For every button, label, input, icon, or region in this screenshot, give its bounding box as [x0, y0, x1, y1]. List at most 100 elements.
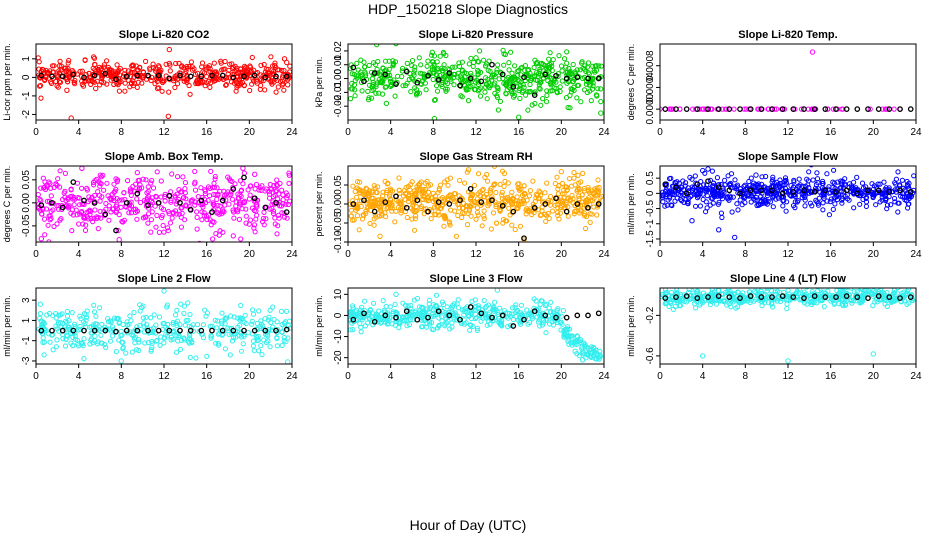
scatter-point — [831, 167, 837, 173]
scatter-point — [176, 333, 182, 339]
scatter-point — [843, 301, 849, 307]
scatter-point — [215, 202, 221, 208]
scatter-point — [540, 96, 546, 102]
y-tick-label: 0 — [645, 190, 656, 196]
scatter-point — [510, 197, 516, 203]
scatter-point — [370, 300, 377, 306]
scatter-point — [539, 322, 546, 328]
scatter-point — [550, 208, 556, 214]
scatter-point — [45, 222, 51, 228]
scatter-point — [258, 343, 264, 349]
scatter-point — [787, 188, 793, 194]
scatter-point — [828, 196, 835, 202]
scatter-point — [436, 212, 442, 218]
x-tick-label: 8 — [743, 249, 749, 260]
scatter-point — [165, 228, 171, 234]
mean-point — [737, 106, 743, 112]
scatter-point — [517, 95, 523, 102]
x-tick-label: 24 — [286, 249, 298, 260]
scatter-point — [222, 321, 228, 327]
outlier-point — [92, 61, 98, 68]
scatter-point — [461, 210, 467, 216]
mean-point — [177, 199, 183, 206]
scatter-point — [501, 62, 507, 68]
scatter-point — [101, 62, 108, 68]
scatter-point — [543, 301, 549, 307]
x-tick-label: 24 — [910, 127, 922, 138]
scatter-point — [708, 106, 714, 112]
scatter-point — [531, 296, 537, 302]
scatter-point — [87, 197, 93, 203]
mean-point — [694, 106, 701, 112]
scatter-point — [559, 78, 565, 84]
scatter-point — [688, 193, 694, 199]
mean-point — [585, 204, 591, 211]
scatter-point — [280, 192, 286, 198]
scatter-point — [100, 172, 106, 178]
scatter-point — [523, 92, 529, 98]
mean-point — [875, 187, 882, 194]
mean-point — [875, 293, 882, 299]
scatter-point — [263, 216, 269, 222]
scatter-point — [69, 310, 75, 316]
scatter-point — [407, 187, 413, 193]
scatter-point — [537, 323, 543, 329]
scatter-point — [752, 197, 758, 203]
mean-point — [683, 190, 690, 197]
scatter-point — [360, 212, 366, 218]
scatter-point — [499, 192, 505, 198]
scatter-point — [393, 208, 399, 214]
scatter-point — [581, 87, 588, 93]
scatter-point — [226, 67, 232, 74]
scatter-point — [109, 73, 116, 79]
scatter-point — [225, 71, 231, 77]
scatter-point — [532, 100, 538, 107]
scatter-point — [537, 80, 543, 86]
scatter-point — [354, 194, 360, 200]
scatter-point — [149, 344, 155, 350]
scatter-point — [571, 211, 577, 217]
scatter-point — [842, 176, 848, 182]
scatter-point — [832, 201, 838, 207]
outlier-point — [68, 115, 74, 120]
scatter-point — [466, 208, 472, 214]
x-tick-label: 16 — [513, 371, 525, 382]
scatter-point — [569, 333, 575, 339]
scatter-point — [64, 333, 71, 339]
scatter-point — [904, 301, 910, 307]
scatter-point — [883, 106, 889, 112]
scatter-point — [527, 81, 533, 88]
scatter-point — [572, 208, 578, 215]
scatter-point — [404, 60, 410, 67]
scatter-point — [427, 297, 433, 303]
scatter-point — [579, 199, 585, 205]
scatter-point — [69, 228, 75, 234]
scatter-point — [594, 93, 600, 99]
scatter-point — [442, 214, 448, 220]
outlier-point — [569, 342, 575, 348]
scatter-point — [244, 73, 250, 79]
scatter-point — [561, 195, 567, 201]
scatter-point — [387, 304, 393, 310]
scatter-point — [558, 319, 564, 325]
mean-point — [403, 204, 410, 211]
scatter-point — [590, 75, 596, 82]
scatter-point — [409, 179, 415, 185]
scatter-point — [882, 297, 888, 303]
scatter-point — [589, 86, 596, 92]
scatter-point — [577, 210, 583, 216]
scatter-point — [84, 314, 90, 320]
scatter-point — [46, 70, 52, 76]
scatter-point — [230, 207, 236, 213]
scatter-point — [158, 194, 164, 200]
scatter-point — [274, 182, 280, 188]
scatter-point — [81, 311, 88, 317]
scatter-point — [554, 174, 560, 180]
scatter-point — [144, 195, 151, 201]
scatter-point — [497, 207, 503, 213]
scatter-point — [109, 333, 116, 339]
scatter-point — [544, 180, 550, 186]
scatter-point — [866, 288, 872, 294]
scatter-point — [889, 298, 895, 304]
mean-point — [49, 327, 55, 334]
